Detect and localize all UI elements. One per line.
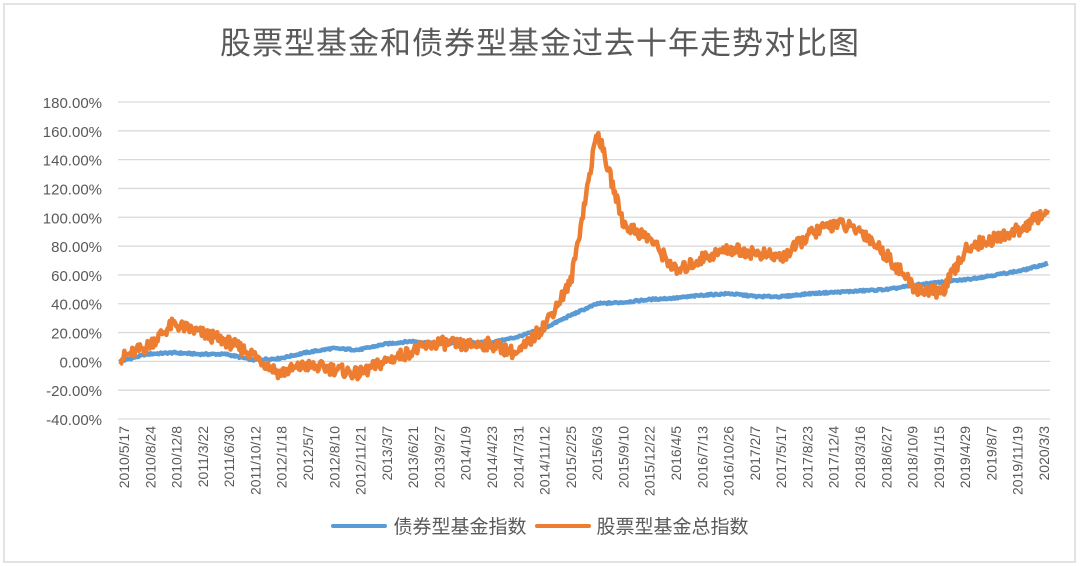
y-tick-label: -20.00% [46,383,102,400]
x-tick-label: 2011/3/22 [195,426,211,487]
x-tick-label: 2013/3/7 [379,426,395,481]
legend-label-stock: 股票型基金总指数 [596,516,749,538]
legend-item-bond[interactable]: 债券型基金指数 [331,512,527,539]
x-tick-label: 2018/10/9 [905,426,921,488]
x-tick-label: 2019/8/7 [983,426,999,481]
x-tick-label: 2012/5/7 [300,426,316,481]
legend-swatch-bond [331,523,388,528]
x-tick-label: 2015/12/22 [642,426,658,496]
y-tick-label: 0.00% [59,354,102,371]
x-tick-label: 2012/1/18 [274,426,290,488]
y-tick-label: 40.00% [51,297,102,314]
y-tick-label: 120.00% [43,181,102,198]
x-tick-label: 2020/3/3 [1036,426,1052,481]
x-tick-label: 2019/11/19 [1010,426,1026,495]
data-series [118,130,1051,382]
x-tick-label: 2017/5/17 [773,426,789,488]
y-axis-labels: 180.00% 160.00% 140.00% 120.00% 100.00% 80.00… [43,95,102,429]
x-tick-label: 2017/8/23 [799,426,815,488]
x-tick-label: 2015/9/10 [615,426,631,488]
chart-title: 股票型基金和债券型基金过去十年走势对比图 [220,26,860,62]
stock-fund-index-line [118,130,1051,382]
gridlines [118,101,1050,420]
y-tick-label: 60.00% [51,268,102,285]
bond-fund-index-line [118,261,1050,364]
x-tick-label: 2014/1/9 [458,426,474,481]
x-tick-label: 2018/6/27 [878,426,894,488]
x-tick-label: 2010/5/17 [116,426,132,488]
x-tick-label: 2019/1/15 [931,426,947,488]
x-tick-label: 2018/3/16 [852,426,868,488]
x-tick-label: 2015/2/25 [563,426,579,488]
y-tick-label: 180.00% [43,95,102,112]
y-tick-label: 80.00% [51,239,102,256]
x-tick-label: 2016/4/5 [668,426,684,481]
x-tick-label: 2011/10/12 [247,426,263,495]
x-tick-label: 2016/10/26 [721,426,737,496]
y-tick-label: 140.00% [43,153,102,170]
legend: 债券型基金指数 股票型基金总指数 [0,512,1080,539]
x-tick-label: 2014/11/12 [537,426,553,495]
legend-swatch-stock [534,523,591,528]
legend-item-stock[interactable]: 股票型基金总指数 [534,512,749,539]
x-tick-label: 2017/12/4 [826,426,842,488]
x-tick-label: 2017/2/7 [747,426,763,481]
y-tick-label: 20.00% [51,326,102,343]
legend-label-bond: 债券型基金指数 [393,516,527,538]
x-tick-label: 2013/6/21 [405,426,421,488]
x-tick-label: 2012/11/21 [353,426,369,495]
x-axis-labels: 2010/5/17 2010/8/24 2010/12/8 2011/3/22 2011… [116,426,1052,496]
y-tick-label: -40.00% [46,412,102,429]
x-tick-label: 2012/8/10 [326,426,342,488]
y-tick-label: 100.00% [43,210,102,227]
x-tick-label: 2011/6/30 [221,426,237,487]
x-tick-label: 2019/4/29 [957,426,973,488]
x-tick-label: 2014/4/23 [484,426,500,488]
chart-frame [3,3,1076,563]
x-tick-label: 2014/7/31 [510,426,526,488]
x-tick-label: 2016/7/13 [694,426,710,488]
x-tick-label: 2015/6/3 [589,426,605,481]
y-tick-label: 160.00% [43,124,102,141]
x-tick-label: 2010/8/24 [142,426,158,488]
x-tick-label: 2010/12/8 [169,426,185,488]
x-tick-label: 2013/9/27 [431,426,447,488]
